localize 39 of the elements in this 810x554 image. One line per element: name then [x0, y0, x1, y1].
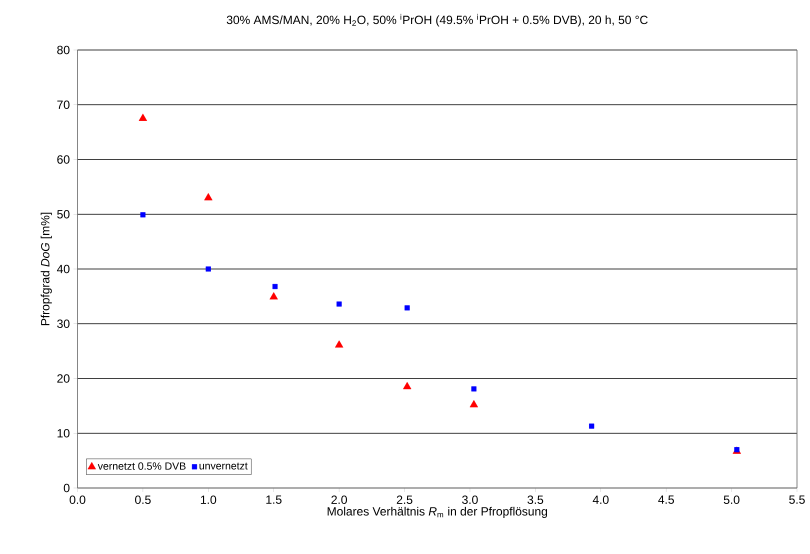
y-tick-label: 50 — [57, 210, 70, 218]
point — [270, 292, 278, 300]
point — [336, 301, 342, 307]
point — [404, 305, 410, 310]
point — [471, 386, 476, 392]
point — [334, 340, 344, 348]
point — [272, 284, 278, 290]
x-tick-label: 2.0 — [331, 496, 347, 504]
y-tick-label: 60 — [57, 155, 70, 164]
point — [138, 114, 148, 121]
x-tick-label: 0.5 — [135, 496, 151, 504]
x-tick-label: 3.0 — [462, 496, 478, 504]
x-tick-label: 1.0 — [200, 496, 216, 504]
x-tick-label: 5.0 — [724, 496, 740, 504]
point — [140, 212, 146, 218]
point — [470, 400, 478, 408]
y-tick-label: 0 — [64, 484, 70, 492]
y-tick-label: 80 — [57, 46, 70, 54]
x-tick-label: 0.0 — [70, 496, 86, 504]
x-tick-label: 1.5 — [266, 496, 282, 504]
x-tick-label: 4.0 — [592, 496, 609, 504]
x-tick-label: 4.5 — [658, 496, 674, 504]
y-tick-label: 30 — [57, 320, 70, 328]
x-axis-title: Molares Verhältnis R$_{m}$ in der Pfropflösung — [328, 506, 548, 518]
x-tick-label: 2.5 — [396, 496, 412, 504]
y-tick-label: 70 — [57, 100, 70, 109]
chart-title: 30% AMS/MAN, 20% H$_{2}$O, 50% $^{i}$PrOH (49.5% $^{i}$PrOH + 0.5% DVB), 20 h, 50 °C — [226, 14, 648, 26]
point — [402, 382, 412, 390]
point — [204, 193, 212, 200]
x-tick-label: 3.5 — [528, 496, 544, 504]
y-tick-label: 10 — [58, 429, 70, 438]
point — [589, 424, 594, 429]
x-tick-label: 5.5 — [789, 496, 805, 504]
legend-label: unvernetzt — [200, 462, 248, 470]
y-tick-label: 40 — [56, 264, 70, 274]
y-axis-title: Pfropfgrad DoG [m%] — [40, 212, 52, 326]
point — [206, 266, 211, 272]
legend-label: vernetzt 0.5% DVB — [98, 462, 186, 470]
y-tick-label: 20 — [57, 374, 70, 383]
